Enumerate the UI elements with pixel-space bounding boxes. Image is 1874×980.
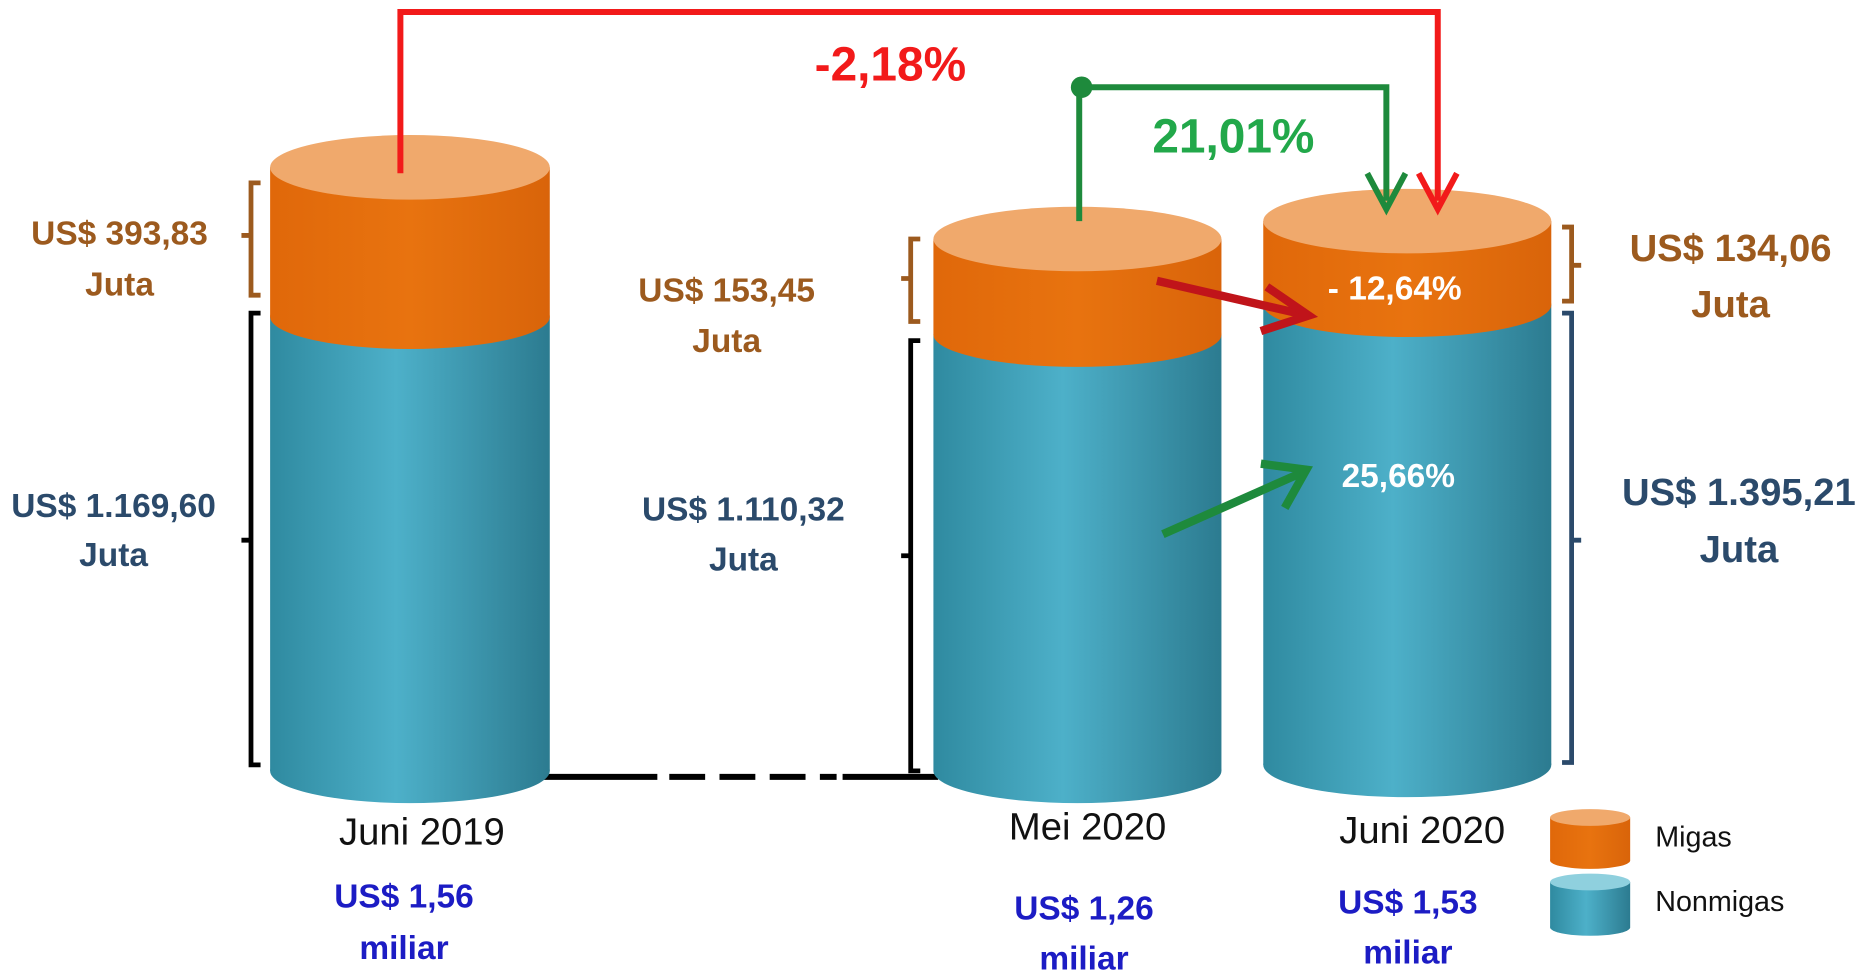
nonmigas-value: US$ 1.110,32	[642, 491, 845, 528]
migas-value: US$ 153,45	[638, 273, 815, 310]
legend-label: Nonmigas	[1655, 886, 1784, 918]
column-label: Juni 2020	[1339, 809, 1505, 852]
arrow	[397, 8, 1460, 539]
nonmigas-value: US$ 1.395,21	[1622, 471, 1856, 514]
arrow-dot	[1070, 76, 1093, 98]
legend-swatch	[1550, 873, 1631, 936]
change-label: -2,18%	[815, 39, 966, 92]
column-label: Juni 2019	[339, 810, 505, 853]
nonmigas-value: US$ 1.169,60	[11, 488, 216, 525]
migas-unit: Juta	[1691, 283, 1770, 326]
total-value: US$ 1,26	[1014, 891, 1153, 928]
bracket	[241, 180, 1582, 774]
legend-swatch	[1550, 809, 1631, 869]
total-unit: miliar	[359, 930, 448, 967]
column-label: Mei 2020	[1009, 806, 1166, 849]
cylinder	[933, 206, 1222, 804]
migas-unit: Juta	[692, 323, 761, 360]
legend-label: Migas	[1655, 822, 1731, 854]
nonmigas-unit: Juta	[79, 537, 148, 574]
total-unit: miliar	[1363, 935, 1452, 972]
cylinder	[1263, 188, 1552, 798]
migas-value: US$ 393,83	[31, 215, 208, 252]
total-value: US$ 1,56	[334, 879, 473, 916]
total-value: US$ 1,53	[1338, 885, 1477, 922]
total-unit: miliar	[1039, 941, 1128, 978]
migas-value: US$ 134,06	[1630, 227, 1832, 270]
migas-unit: Juta	[85, 267, 154, 304]
change-label: - 12,64%	[1328, 270, 1462, 307]
nonmigas-unit: Juta	[1700, 528, 1779, 571]
cylinder	[270, 135, 550, 804]
change-label: 21,01%	[1152, 110, 1314, 163]
change-label: 25,66%	[1342, 458, 1455, 495]
nonmigas-unit: Juta	[709, 542, 778, 579]
